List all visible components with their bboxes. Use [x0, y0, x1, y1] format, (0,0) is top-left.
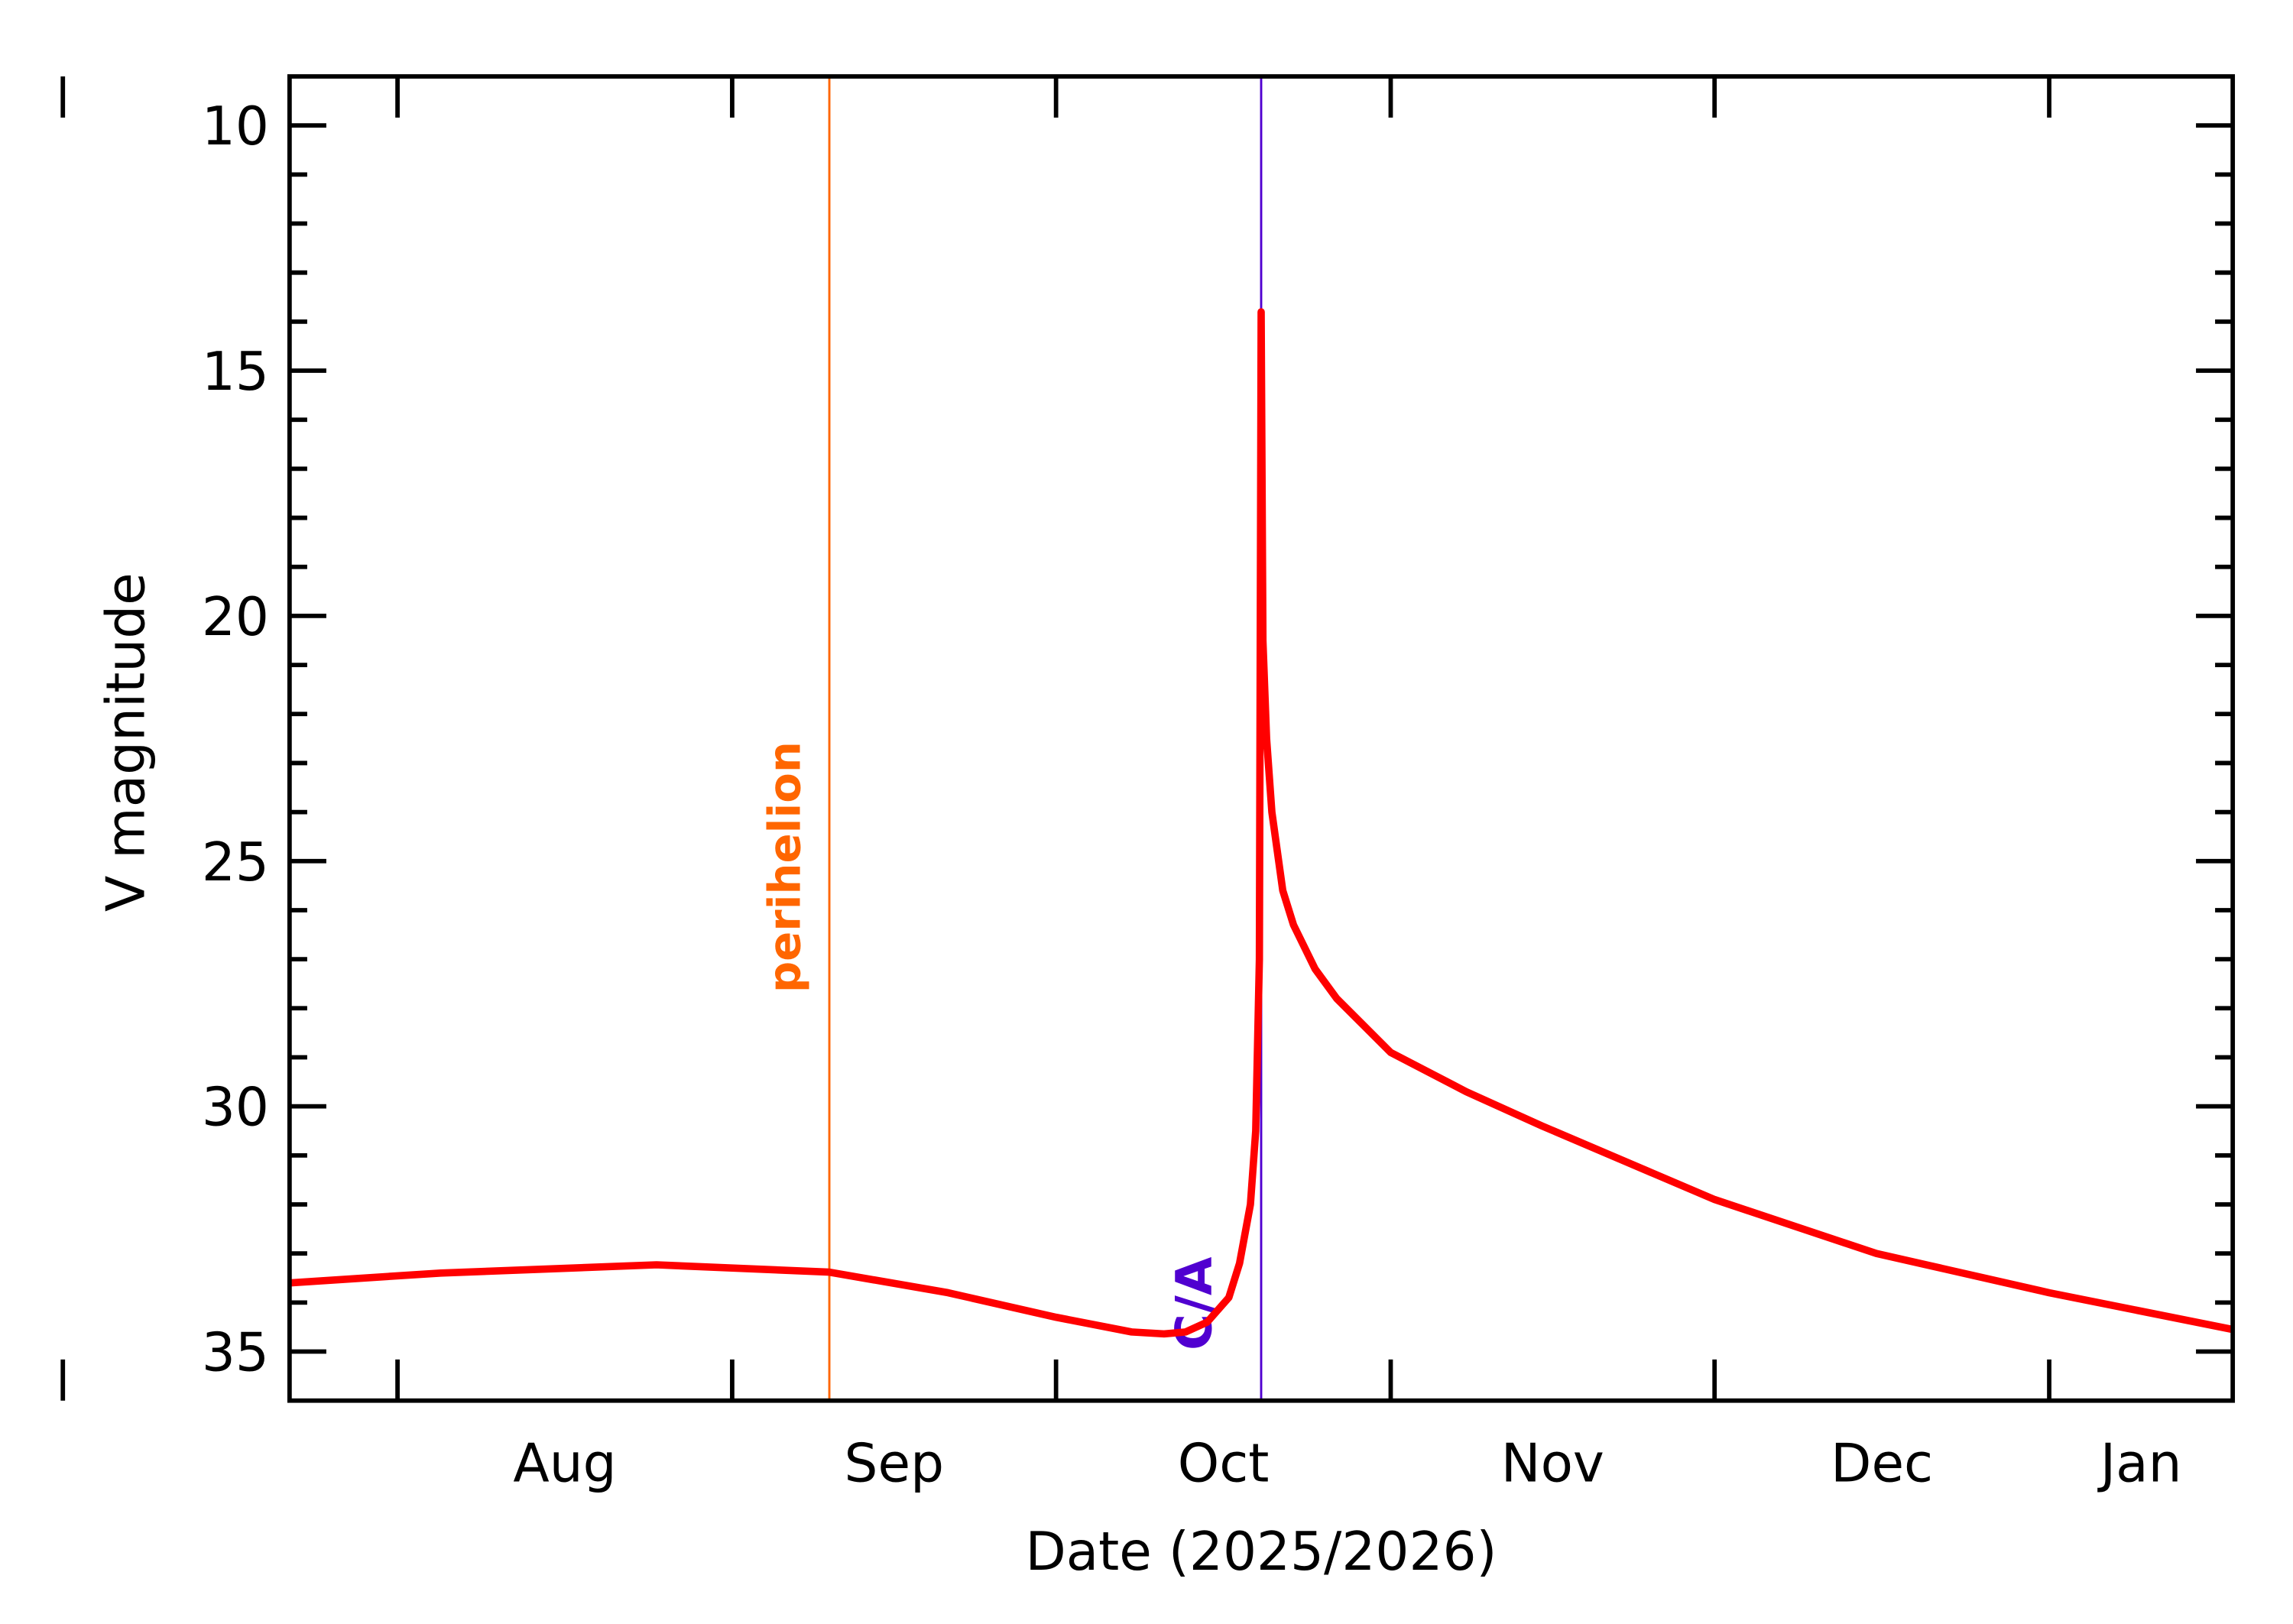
x-tick-label: Oct [1178, 1433, 1270, 1494]
x-tick-label: Sep [845, 1433, 944, 1494]
x-tick-label: Aug [513, 1433, 616, 1494]
annotation-label: perihelion [759, 741, 811, 993]
y-tick-label: 25 [202, 832, 269, 893]
tick-labels: 10 15 20 25 30 35 Aug Sep Oct Nov Dec Jan [202, 96, 2182, 1494]
y-axis-label: V magnitude [96, 572, 157, 912]
y-tick-label: 15 [202, 342, 269, 403]
plot-frame [287, 74, 2236, 1403]
x-tick-label: Jan [2097, 1433, 2182, 1494]
y-tick-label: 10 [202, 96, 269, 157]
y-tick-label: 20 [202, 587, 269, 648]
magnitude-curve [289, 308, 2234, 1338]
y-tick-label: 35 [202, 1323, 269, 1384]
x-axis-label: Date (2025/2026) [1025, 1522, 1497, 1583]
y-tick-label: 30 [202, 1078, 269, 1139]
axis-ticks [60, 76, 2233, 1401]
x-tick-label: Nov [1501, 1433, 1604, 1494]
x-tick-label: Dec [1831, 1433, 1933, 1494]
